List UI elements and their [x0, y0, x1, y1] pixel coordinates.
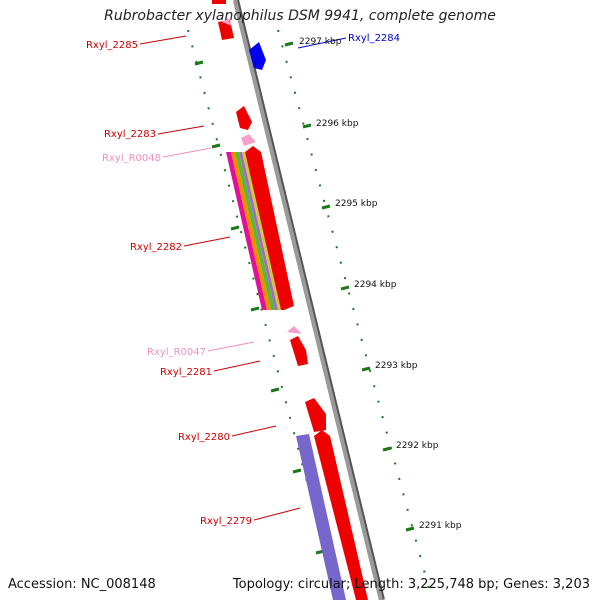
label-leaders [139, 35, 347, 521]
scale-labels: 2297 kbp 2296 kbp 2295 kbp 2294 kbp 2293… [299, 37, 462, 531]
inner-tick [194, 60, 204, 66]
rna-arrow-rxyl-r0047[interactable] [287, 326, 302, 334]
inner-tick [250, 306, 260, 312]
gene-label[interactable]: Rxyl_2279 [200, 516, 252, 527]
kbp-tick [302, 123, 312, 129]
kbp-label: 2292 kbp [396, 441, 439, 451]
inner-tick [292, 468, 302, 474]
kbp-tick [340, 285, 350, 291]
accession-text: Accession: NC_008148 [8, 577, 156, 592]
inner-tick [270, 387, 280, 393]
gene-arrow-rxyl-2280[interactable] [305, 398, 326, 432]
gene-arrow-rxyl-2284[interactable] [249, 42, 266, 70]
kbp-tick [382, 446, 392, 452]
kbp-label: 2293 kbp [375, 361, 418, 371]
rna-arrow-rxyl-r0048[interactable] [241, 134, 256, 146]
gene-arrow-rxyl-2283[interactable] [236, 106, 252, 130]
gene-rxyl-2279[interactable] [296, 430, 368, 600]
kbp-tick [361, 366, 371, 372]
kbp-label: 2291 kbp [419, 521, 462, 531]
inner-tick [211, 143, 221, 149]
genome-backbone [233, 0, 383, 600]
inner-ticks [194, 60, 325, 555]
gene-label[interactable]: Rxyl_2283 [104, 129, 156, 140]
kbp-label: 2295 kbp [335, 199, 378, 209]
kbp-label: 2297 kbp [299, 37, 342, 47]
rna-arrow-rxyl-2285-head [222, 18, 232, 26]
kbp-tick [321, 204, 331, 210]
gene-label[interactable]: Rxyl_R0047 [147, 347, 206, 358]
kbp-label: 2296 kbp [316, 119, 359, 129]
kbp-tick [405, 526, 415, 532]
kbp-tick [284, 41, 294, 47]
gene-label[interactable]: Rxyl_R0048 [102, 153, 161, 164]
gene-label[interactable]: Rxyl_2285 [86, 40, 138, 51]
gene-label[interactable]: Rxyl_2284 [348, 33, 400, 44]
genome-summary: Topology: circular; Length: 3,225,748 bp… [232, 577, 590, 592]
map-title: Rubrobacter xylanophilus DSM 9941, compl… [104, 8, 496, 24]
gene-rxyl-2282[interactable] [226, 146, 294, 310]
kbp-label: 2294 kbp [354, 280, 397, 290]
gene-arrow-rxyl-2281[interactable] [290, 336, 308, 366]
outer-guide-track [277, 29, 433, 600]
kbp-ticks [284, 41, 415, 532]
gene-label[interactable]: Rxyl_2281 [160, 367, 212, 378]
gene-label[interactable]: Rxyl_2282 [130, 242, 182, 253]
gene-arrow-top-partial [212, 0, 226, 4]
inner-tick [230, 225, 240, 231]
gene-labels: Rxyl_2285 Rxyl_2284 Rxyl_2283 Rxyl_R0048… [86, 33, 400, 527]
gene-label[interactable]: Rxyl_2280 [178, 432, 230, 443]
